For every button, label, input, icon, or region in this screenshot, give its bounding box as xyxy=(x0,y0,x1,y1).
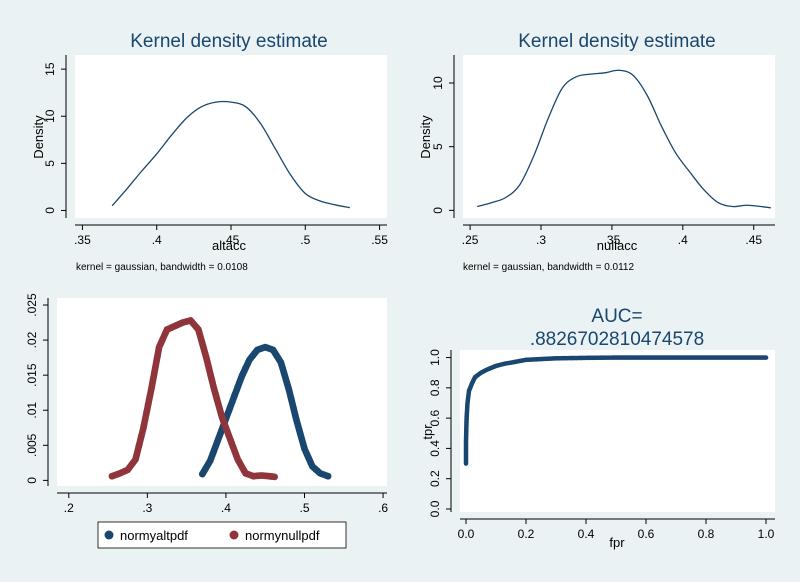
subtitle-roc: .8826702810474578 xyxy=(530,329,704,350)
title-roc: AUC= xyxy=(591,306,642,327)
y-tick-label-roc: 0.2 xyxy=(428,470,442,487)
legend-label-normynullpdf: normynullpdf xyxy=(245,528,320,543)
x-tick-label-nullacc: .25 xyxy=(462,233,479,247)
y-tick-label-nullacc: 0 xyxy=(431,207,445,214)
series-normynullpdf xyxy=(108,317,279,481)
xlabel-roc: fpr xyxy=(609,535,625,550)
y-tick-label-altacc: 0 xyxy=(43,207,57,214)
note-altacc: kernel = gaussian, bandwidth = 0.0108 xyxy=(76,262,248,273)
density-line-altacc xyxy=(111,100,350,209)
ylabel-nullacc: Density xyxy=(418,115,433,159)
x-tick-label-altacc: .35 xyxy=(74,233,91,247)
x-tick-label-altacc: .4 xyxy=(152,233,162,247)
y-tick-label-pdfs: .015 xyxy=(25,363,39,387)
x-tick-label-altacc: .5 xyxy=(300,233,310,247)
x-tick-label-pdfs: .3 xyxy=(142,501,152,515)
y-tick-label-roc: 0.8 xyxy=(428,379,442,396)
x-tick-label-roc: 0.2 xyxy=(518,527,535,541)
x-tick-label-nullacc: .45 xyxy=(745,233,762,247)
x-tick-label-pdfs: .2 xyxy=(64,501,74,515)
xlabel-altacc: altacc xyxy=(212,238,246,253)
series-normyaltpdf xyxy=(198,343,332,480)
x-tick-label-pdfs: .4 xyxy=(221,501,231,515)
density-line-nullacc xyxy=(477,69,771,209)
plot-area-nullacc xyxy=(463,55,775,218)
x-tick-label-pdfs: .5 xyxy=(299,501,309,515)
x-tick-label-roc: 0.4 xyxy=(578,527,595,541)
note-nullacc: kernel = gaussian, bandwidth = 0.0112 xyxy=(463,262,634,273)
plot-area-pdfs xyxy=(57,298,387,486)
legend-marker-normyaltpdf xyxy=(104,530,114,540)
y-tick-label-pdfs: .025 xyxy=(25,293,39,317)
data-point xyxy=(324,472,332,480)
y-tick-label-pdfs: 0 xyxy=(25,477,39,484)
x-tick-label-roc: 0.0 xyxy=(458,527,475,541)
x-tick-label-nullacc: .3 xyxy=(536,233,546,247)
y-tick-label-pdfs: .02 xyxy=(25,331,39,348)
y-tick-label-altacc: 10 xyxy=(43,109,57,123)
x-tick-label-roc: 1.0 xyxy=(758,527,775,541)
y-tick-label-pdfs: .005 xyxy=(25,433,39,457)
legend-box xyxy=(97,521,347,549)
ylabel-altacc: Density xyxy=(31,115,46,159)
plot-area-altacc xyxy=(75,55,387,218)
xlabel-nullacc: nullacc xyxy=(597,238,638,253)
x-tick-label-roc: 0.6 xyxy=(638,527,655,541)
x-tick-label-roc: 0.8 xyxy=(698,527,715,541)
y-tick-label-pdfs: .01 xyxy=(25,402,39,419)
y-tick-label-nullacc: 10 xyxy=(431,76,445,90)
y-tick-label-nullacc: 5 xyxy=(431,143,445,150)
plot-area-roc xyxy=(460,350,775,512)
y-tick-label-roc: 0.6 xyxy=(428,409,442,426)
x-tick-label-nullacc: .4 xyxy=(678,233,688,247)
data-point xyxy=(763,355,769,360)
x-tick-label-nullacc: .35 xyxy=(604,233,621,247)
data-point xyxy=(271,473,279,481)
y-tick-label-altacc: 15 xyxy=(43,62,57,76)
x-tick-label-pdfs: .6 xyxy=(378,501,388,515)
ylabel-roc: tpr xyxy=(420,424,435,440)
y-tick-label-roc: 0.0 xyxy=(428,500,442,517)
series-roc xyxy=(463,355,769,466)
legend-marker-normynullpdf xyxy=(229,530,239,540)
title-nullacc: Kernel density estimate xyxy=(518,31,716,52)
y-tick-label-roc: 1.0 xyxy=(428,349,442,366)
legend-label-normyaltpdf: normyaltpdf xyxy=(120,528,188,543)
x-tick-label-altacc: .45 xyxy=(223,233,240,247)
title-altacc: Kernel density estimate xyxy=(130,31,328,52)
x-tick-label-altacc: .55 xyxy=(371,233,388,247)
y-tick-label-altacc: 5 xyxy=(43,160,57,167)
y-tick-label-roc: 0.4 xyxy=(428,440,442,457)
